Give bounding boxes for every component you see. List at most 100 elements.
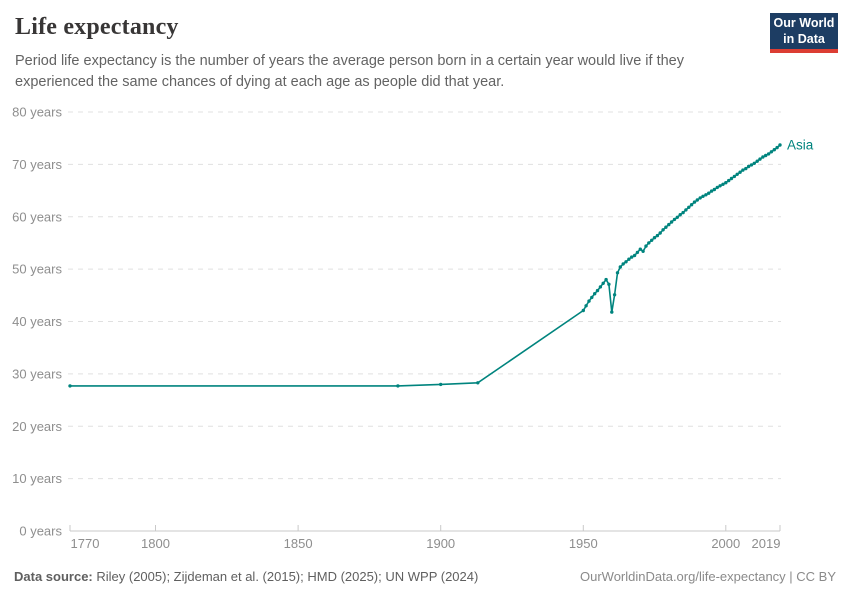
data-point <box>769 150 774 154</box>
data-point <box>766 152 771 156</box>
data-point <box>707 191 711 195</box>
data-point <box>641 249 645 253</box>
y-axis-tick-label: 20 years <box>12 419 62 434</box>
data-point <box>610 310 614 314</box>
data-point <box>661 228 665 232</box>
data-point <box>601 281 605 285</box>
data-point <box>724 181 728 185</box>
data-point <box>778 143 782 147</box>
data-point <box>755 159 759 163</box>
data-point <box>684 208 688 212</box>
data-point <box>741 168 745 172</box>
data-point <box>476 381 480 385</box>
attribution-link[interactable]: OurWorldinData.org/life-expectancy | CC … <box>579 569 836 584</box>
data-point <box>678 213 682 217</box>
data-point <box>587 299 591 303</box>
data-point <box>621 262 625 266</box>
data-point <box>746 164 751 169</box>
y-axis-tick-label: 30 years <box>12 366 62 381</box>
data-point <box>627 257 631 261</box>
data-point <box>68 384 72 388</box>
series-label-asia[interactable]: Asia <box>787 138 814 153</box>
data-point <box>735 172 739 176</box>
data-point <box>761 155 765 159</box>
chart-header: Life expectancy Period life expectancy i… <box>15 14 755 93</box>
data-point <box>681 210 685 215</box>
data-point <box>687 205 691 209</box>
data-point <box>727 178 731 183</box>
y-axis-tick-label: 80 years <box>12 105 62 120</box>
data-source-note: Data source: Riley (2005); Zijdeman et a… <box>14 569 478 584</box>
data-point <box>624 260 628 264</box>
data-point <box>675 215 679 219</box>
data-point <box>732 174 737 179</box>
x-axis-tick-label: 1850 <box>284 536 313 551</box>
data-point <box>439 382 443 387</box>
data-point <box>581 308 585 313</box>
data-point <box>650 238 654 242</box>
data-point <box>590 295 594 300</box>
x-axis-tick-label: 1800 <box>141 536 170 551</box>
data-point <box>593 292 597 296</box>
data-point <box>775 145 779 150</box>
data-point <box>618 265 622 269</box>
data-source-label: Data source: <box>14 569 93 584</box>
data-point <box>658 231 662 235</box>
data-point <box>718 184 722 188</box>
data-point <box>729 176 734 181</box>
data-point <box>752 161 756 165</box>
data-point <box>664 225 668 229</box>
data-point <box>758 157 762 161</box>
data-point <box>738 170 742 174</box>
owid-logo-line2: in Data <box>783 32 825 46</box>
x-axis-tick-label: 2000 <box>711 536 740 551</box>
data-point <box>604 277 608 282</box>
data-point <box>721 182 725 186</box>
data-point <box>635 250 640 255</box>
y-axis-tick-label: 60 years <box>12 209 62 224</box>
x-axis-tick-label: 2019 <box>752 536 781 551</box>
data-point <box>396 384 400 388</box>
x-axis-tick-label: 1770 <box>71 536 100 551</box>
data-point <box>695 198 699 202</box>
series-line-asia[interactable] <box>70 144 781 387</box>
data-point <box>595 288 600 293</box>
data-point <box>584 304 588 308</box>
data-point <box>632 253 637 258</box>
data-point <box>704 193 708 197</box>
y-axis-tick-label: 10 years <box>12 471 62 486</box>
data-point <box>709 189 714 193</box>
x-axis-tick-label: 1900 <box>426 536 455 551</box>
data-point <box>615 271 620 275</box>
owid-logo[interactable]: Our World in Data <box>770 13 838 53</box>
data-point <box>607 282 611 286</box>
data-point <box>644 244 648 248</box>
data-point <box>669 220 674 224</box>
y-axis-tick-label: 70 years <box>12 157 62 172</box>
chart-subtitle: Period life expectancy is the number of … <box>15 53 684 90</box>
data-point <box>764 153 768 158</box>
chart-title: Life expectancy <box>15 14 179 40</box>
data-point <box>647 241 651 245</box>
data-point <box>749 163 754 167</box>
data-point <box>698 196 702 200</box>
data-point <box>689 203 694 207</box>
data-point <box>692 200 697 204</box>
data-point <box>712 187 717 192</box>
data-point <box>744 166 748 171</box>
data-point <box>772 148 776 152</box>
data-point <box>612 293 617 297</box>
y-axis-tick-label: 40 years <box>12 314 62 329</box>
data-point <box>715 185 719 190</box>
y-axis-tick-label: 50 years <box>12 262 62 277</box>
data-point <box>667 222 671 227</box>
data-point <box>598 285 603 289</box>
data-source-text: Riley (2005); Zijdeman et al. (2015); HM… <box>92 569 479 584</box>
owid-logo-line1: Our World <box>773 16 835 30</box>
x-axis-tick-label: 1950 <box>569 536 598 551</box>
y-axis-tick-label: 0 years <box>19 524 62 539</box>
data-point <box>630 255 634 259</box>
data-point <box>652 236 657 240</box>
